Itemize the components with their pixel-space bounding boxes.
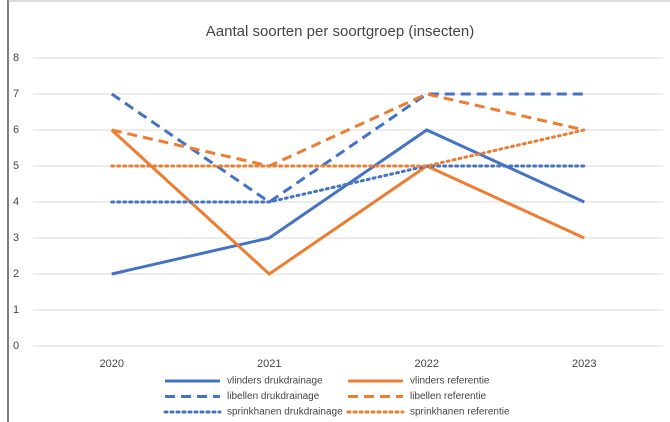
- y-tick-label: 0: [13, 340, 19, 352]
- x-tick-label: 2020: [100, 358, 124, 370]
- legend-label: libellen drukdrainage: [227, 391, 320, 402]
- y-tick-label: 6: [13, 124, 19, 136]
- y-tick-label: 7: [13, 88, 19, 100]
- series-line: [111, 92, 585, 168]
- x-tick-label: 2021: [257, 358, 281, 370]
- y-tick-label: 5: [13, 160, 19, 172]
- legend-label: vlinders referentie: [410, 376, 490, 387]
- y-tick-label: 3: [13, 232, 19, 244]
- legend-label: sprinkhanen drukdrainage: [227, 407, 343, 418]
- chart-title: Aantal soorten per soortgroep (insecten): [206, 23, 474, 40]
- y-tick-label: 8: [13, 52, 19, 64]
- legend-label: sprinkhanen referentie: [410, 407, 510, 418]
- y-tick-label: 2: [13, 268, 19, 280]
- x-tick-label: 2023: [572, 358, 596, 370]
- legend-label: vlinders drukdrainage: [227, 376, 323, 387]
- legend-label: libellen referentie: [410, 391, 487, 402]
- series-line: [110, 164, 586, 204]
- y-tick-label: 4: [13, 196, 19, 208]
- series-line: [110, 128, 586, 168]
- x-tick-label: 2022: [415, 358, 439, 370]
- y-tick-label: 1: [13, 304, 19, 316]
